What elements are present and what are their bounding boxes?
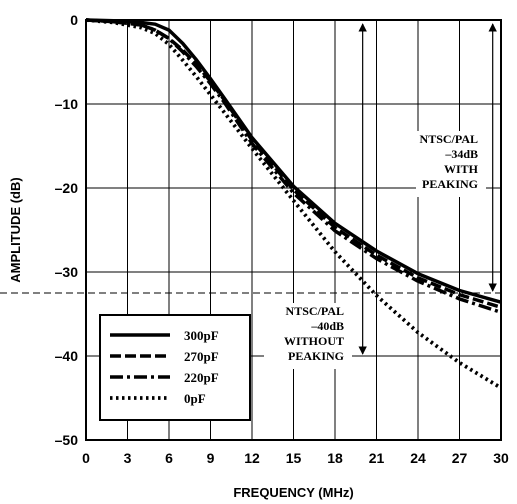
x-tick-label: 15: [286, 450, 302, 466]
annotation-line: –40dB: [310, 319, 344, 333]
annotation-line: PEAKING: [288, 349, 344, 363]
x-tick-label: 18: [327, 450, 343, 466]
legend-label-270pF: 270pF: [184, 349, 219, 364]
annotation-line: –34dB: [444, 147, 478, 161]
legend-label-220pF: 220pF: [184, 370, 219, 385]
x-tick-label: 0: [82, 450, 90, 466]
annotation-line: PEAKING: [422, 177, 478, 191]
annotation-line: NTSC/PAL: [286, 304, 344, 318]
y-tick-label: –10: [55, 96, 79, 112]
x-tick-label: 24: [410, 450, 426, 466]
x-tick-labels: 0 3 6 9 12 15 18 21 24 27 30: [82, 450, 509, 466]
y-tick-labels: 0 –10 –20 –30 –40 –50: [55, 12, 79, 448]
x-tick-label: 6: [165, 450, 173, 466]
x-tick-label: 12: [244, 450, 260, 466]
y-tick-label: –30: [55, 264, 79, 280]
y-tick-label: –40: [55, 348, 79, 364]
x-tick-label: 9: [207, 450, 215, 466]
legend-label-300pF: 300pF: [184, 328, 219, 343]
series-220pF-line: [85, 18, 502, 314]
x-tick-label: 27: [452, 450, 468, 466]
y-tick-label: –20: [55, 180, 79, 196]
legend: 300pF 270pF 220pF 0pF: [99, 314, 251, 421]
legend-label-0pF: 0pF: [184, 391, 206, 406]
x-tick-label: 3: [124, 450, 132, 466]
annotation-line: NTSC/PAL: [420, 132, 478, 146]
reference-lines: [0, 292, 501, 357]
x-tick-label: 21: [369, 450, 385, 466]
y-tick-label: –50: [55, 432, 79, 448]
y-tick-label: 0: [70, 12, 78, 28]
series-270pF-line: [85, 18, 502, 309]
range-arrows: [358, 23, 497, 355]
annotation-background: [416, 131, 486, 197]
series-lines: [85, 18, 502, 390]
plot-frame: [85, 19, 502, 441]
annotation-line: WITH: [444, 162, 479, 176]
annotation-line: WITHOUT: [284, 334, 344, 348]
annotation-background: [264, 303, 352, 369]
x-axis-label: FREQUENCY (MHz): [233, 485, 353, 500]
legend-box: [99, 314, 251, 421]
y-axis-label: AMPLITUDE (dB): [8, 177, 23, 282]
x-tick-label: 30: [493, 450, 509, 466]
